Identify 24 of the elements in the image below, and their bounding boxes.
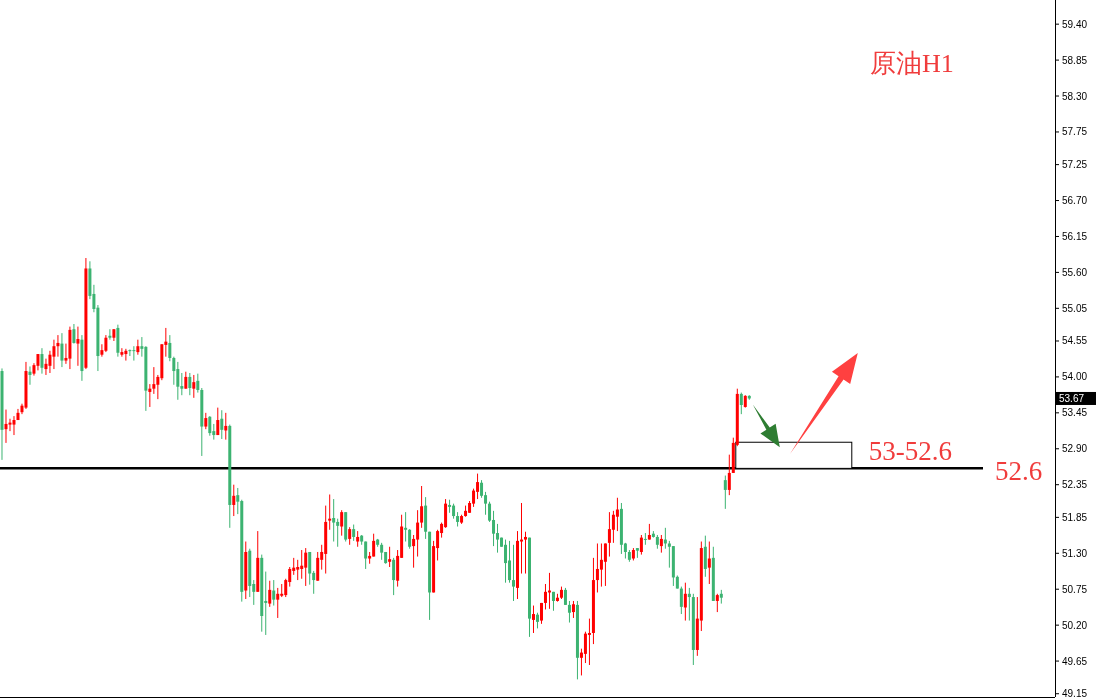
- text: 原油H1: [870, 49, 954, 78]
- y-tick-label: 51.30: [1062, 547, 1088, 559]
- y-tick-label: 52.35: [1062, 479, 1088, 491]
- y-tick-label: 58.30: [1062, 90, 1088, 102]
- y-tick-label: 50.20: [1062, 619, 1088, 631]
- y-tick-label: 56.15: [1062, 230, 1088, 242]
- y-tick-label: 55.60: [1062, 266, 1088, 278]
- y-tick-label: 50.75: [1062, 583, 1088, 595]
- y-tick-label: 52.90: [1062, 443, 1088, 455]
- y-tick-label: 49.65: [1062, 655, 1088, 667]
- text: 53.67: [1059, 393, 1085, 405]
- y-tick-label: 55.05: [1062, 302, 1088, 314]
- y-tick-label: 53.45: [1062, 407, 1088, 419]
- y-tick-label: 57.75: [1062, 126, 1088, 138]
- y-tick-label: 56.70: [1062, 195, 1088, 207]
- y-tick-label: 54.55: [1062, 335, 1088, 347]
- y-tick-label: 51.85: [1062, 511, 1088, 523]
- y-tick-label: 49.15: [1062, 688, 1088, 700]
- y-tick-label: 58.85: [1062, 54, 1088, 66]
- band-label: 53-52.6: [868, 436, 953, 467]
- ref-line-label: 52.6: [995, 456, 1043, 487]
- y-tick-label: 59.40: [1062, 18, 1088, 30]
- y-tick-label: 57.25: [1062, 159, 1088, 171]
- y-tick-label: 54.00: [1062, 371, 1088, 383]
